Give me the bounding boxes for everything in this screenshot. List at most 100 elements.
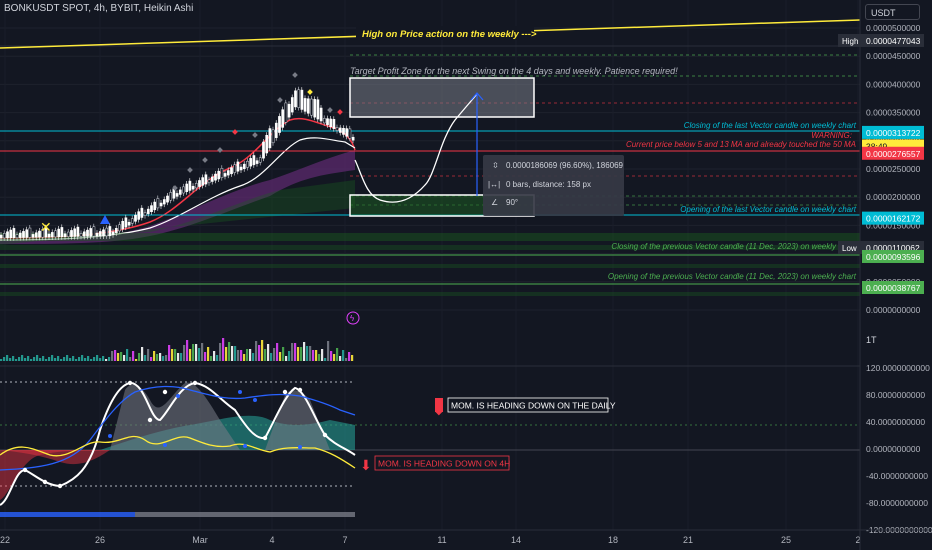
- candle: [326, 115, 329, 128]
- candle: [217, 168, 221, 182]
- volume-bar: [252, 353, 255, 361]
- candle: [124, 214, 128, 231]
- volume-bar: [348, 352, 351, 361]
- wave-yellow: [0, 435, 356, 469]
- candle: [105, 225, 109, 239]
- volume-bar: [228, 342, 231, 361]
- measure-line-2: 0 bars, distance: 158 px: [506, 180, 591, 189]
- price-label-value: 0.0000110062: [866, 243, 920, 253]
- momentum-dot: [57, 483, 63, 489]
- candle: [156, 195, 160, 211]
- price-label-value: 38:49: [866, 141, 888, 151]
- lightning-icon: [346, 311, 360, 325]
- candle: [79, 230, 83, 240]
- momentum-dot-blue: [176, 394, 180, 398]
- momentum-dot-blue: [243, 444, 247, 448]
- candle: [175, 190, 179, 200]
- volume-bar: [99, 358, 102, 361]
- price-tick-label: 0.0000400000: [866, 79, 921, 89]
- candle: [22, 228, 25, 241]
- volume-bar: [246, 349, 249, 361]
- volume-bar: [117, 353, 120, 361]
- volume-bar: [279, 352, 282, 361]
- down-arrow-icon: ⬇: [360, 457, 372, 473]
- signal-diamond: [232, 129, 238, 135]
- signal-diamond: [172, 185, 178, 191]
- candle: [15, 231, 19, 241]
- volume-bar: [57, 356, 60, 361]
- price-tick-label: 0.0000500000: [866, 23, 921, 33]
- candle: [143, 209, 147, 219]
- candle: [95, 230, 99, 240]
- volume-bar: [93, 357, 96, 361]
- momentum-dot-blue: [298, 445, 302, 449]
- candle: [18, 230, 22, 241]
- price-label-value: 0.0000093596: [866, 252, 921, 262]
- volume-bar: [66, 355, 69, 361]
- volume-bar: [315, 350, 318, 361]
- cross-marker: ✕: [40, 219, 52, 235]
- candle: [223, 170, 227, 180]
- annotation-closing-last-vector: Closing of the last Vector candle on wee…: [684, 121, 857, 130]
- candle: [290, 94, 294, 116]
- volume-bar: [258, 345, 261, 361]
- candle: [66, 229, 70, 240]
- volume-bar: [90, 359, 93, 361]
- candle: [12, 225, 16, 241]
- candle: [265, 132, 269, 157]
- time-axis[interactable]: 22 26 Mar 4 7 11 14 18 21 25 2: [0, 535, 861, 545]
- candle: [249, 155, 253, 170]
- time-tick-label: 26: [95, 535, 105, 545]
- candle: [310, 96, 313, 119]
- volume-bar: [192, 344, 195, 361]
- time-tick-label: Mar: [192, 535, 208, 545]
- signal-diamond: [337, 109, 343, 115]
- annotation-weekly-high: High on Price action on the weekly --->: [362, 29, 537, 40]
- candle: [226, 167, 230, 179]
- volume-bar: [3, 357, 6, 361]
- price-axis[interactable]: 0.0000500000 0.0000450000 0.0000400000 0.00…: [866, 23, 921, 315]
- volume-bar: [36, 355, 39, 361]
- signal-diamond: [187, 167, 193, 173]
- volume-bar: [231, 346, 234, 361]
- volume-axis-label: 1T: [866, 335, 877, 345]
- wave-blue: [0, 385, 356, 471]
- price-label: 0.0000093596: [862, 249, 924, 263]
- annotation-opening-prev-vector: Opening of the previous Vector candle (1…: [608, 272, 857, 281]
- candle: [28, 225, 32, 241]
- volume-bar: [21, 355, 24, 361]
- volume-bar: [243, 354, 246, 361]
- currency-selector[interactable]: USDT: [865, 4, 920, 20]
- candle: [294, 87, 297, 110]
- candle: [44, 224, 48, 241]
- volume-bar: [18, 357, 21, 361]
- candle: [316, 96, 320, 123]
- volume-bar: [339, 356, 342, 361]
- volume-bar: [120, 352, 123, 361]
- candle: [268, 125, 272, 151]
- heikin-ashi-candles[interactable]: [0, 72, 355, 241]
- volume-bar: [345, 358, 348, 361]
- momentum-axis[interactable]: 120.0000000000 80.0000000000 40.0000000000…: [866, 363, 932, 535]
- momentum-pane[interactable]: ⬇ MOM. IS HEADING DOWN ON THE DAILY ⬇ MO…: [0, 380, 860, 517]
- volume-bar: [249, 349, 252, 361]
- volume-bar: [165, 355, 168, 361]
- volume-bar: [144, 355, 147, 361]
- time-tick-label: 2: [855, 535, 860, 545]
- momentum-area-red: [0, 450, 110, 465]
- volume-bar: [216, 355, 219, 361]
- momentum-dot: [282, 389, 288, 395]
- volume-bar: [48, 357, 51, 361]
- price-pane[interactable]: [0, 117, 356, 245]
- volume-bar: [147, 349, 150, 361]
- candle: [2, 230, 6, 241]
- momentum-area-gray: [110, 382, 330, 450]
- volume-bar: [210, 356, 213, 361]
- momentum-dot: [262, 435, 268, 441]
- candle: [111, 228, 115, 238]
- volume-bar: [306, 346, 309, 361]
- momentum-dot: [297, 387, 303, 393]
- candle: [242, 161, 246, 172]
- candle: [303, 95, 307, 115]
